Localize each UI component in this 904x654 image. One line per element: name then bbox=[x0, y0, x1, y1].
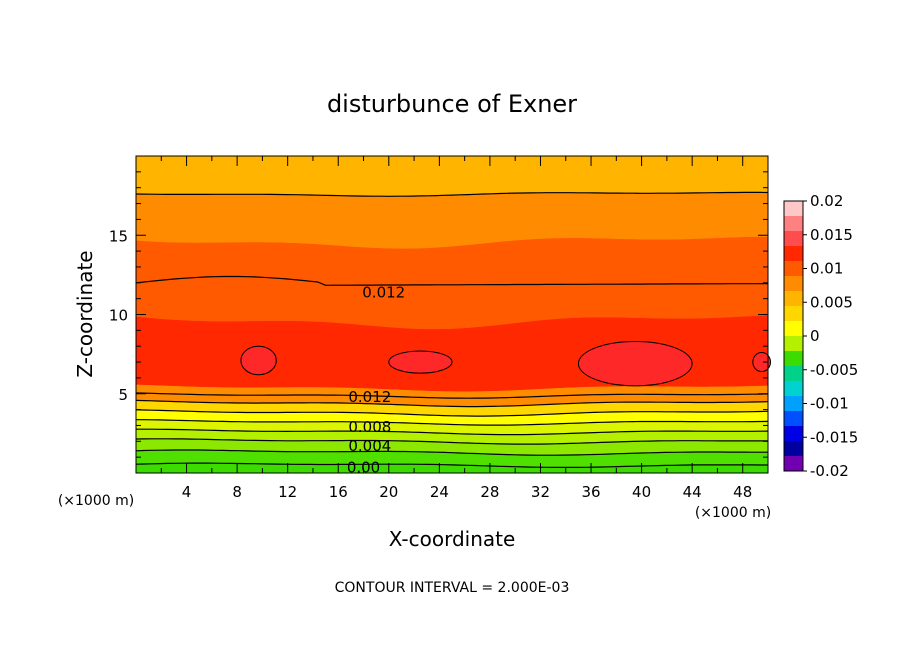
x-tick-label-6: 28 bbox=[480, 483, 499, 501]
contour-line-0 bbox=[135, 462, 768, 468]
colorbar-label-2: 0.01 bbox=[810, 260, 843, 278]
contour-band-9 bbox=[135, 236, 769, 330]
colorbar-label-3: 0.005 bbox=[810, 293, 853, 311]
colorbar-swatch-15 bbox=[784, 426, 803, 442]
x-axis-label: X-coordinate bbox=[389, 527, 516, 551]
x-tick-label-4: 20 bbox=[379, 483, 398, 501]
colorbar-swatch-16 bbox=[784, 441, 803, 457]
max-patch-2 bbox=[577, 340, 693, 387]
colorbar-label-8: -0.02 bbox=[810, 462, 849, 480]
max-patch-1 bbox=[388, 350, 453, 374]
contour-label-3: 0.004 bbox=[348, 437, 391, 455]
contour-line-2 bbox=[135, 438, 768, 445]
colorbar-swatch-4 bbox=[784, 261, 803, 277]
colorbar-swatch-3 bbox=[784, 246, 803, 262]
contour-label-2: 0.008 bbox=[348, 418, 391, 436]
chart-title: disturbunce of Exner bbox=[327, 90, 577, 118]
contour-line-8 bbox=[135, 275, 768, 286]
y-axis-label: Z-coordinate bbox=[73, 250, 97, 377]
colorbar-swatch-2 bbox=[784, 231, 803, 247]
contour-label-0: 0.012 bbox=[362, 283, 405, 301]
colorbar-label-6: -0.01 bbox=[810, 395, 849, 413]
colorbar: 0.02 0.015 0.01 0.005 0 -0.005 -0.01 -0.015 -0.0… bbox=[783, 192, 858, 480]
contour-band-11 bbox=[135, 155, 769, 197]
contour-line-4 bbox=[136, 419, 769, 426]
x-tick-label-10: 44 bbox=[683, 483, 702, 501]
contour-line-9 bbox=[135, 191, 769, 197]
y-tick-label-0: 5 bbox=[118, 386, 128, 404]
contour-label-1: 0.012 bbox=[348, 388, 391, 406]
colorbar-swatch-13 bbox=[784, 396, 803, 412]
contour-line-7 bbox=[135, 392, 769, 399]
colorbar-swatch-7 bbox=[784, 306, 803, 322]
colorbar-swatch-5 bbox=[784, 276, 803, 292]
colorbar-swatch-1 bbox=[784, 216, 803, 232]
colorbar-label-5: -0.005 bbox=[810, 361, 858, 379]
colorbar-swatch-6 bbox=[784, 291, 803, 307]
contour-line-1 bbox=[135, 449, 768, 456]
contour-line-3 bbox=[136, 428, 769, 436]
x-tick-label-0: 4 bbox=[182, 483, 192, 501]
x-unit-right: (×1000 m) bbox=[695, 505, 771, 521]
x-tick-label-7: 32 bbox=[531, 483, 550, 501]
x-tick-label-3: 16 bbox=[329, 483, 348, 501]
contour-line-6 bbox=[135, 399, 769, 408]
max-patch-3 bbox=[752, 352, 772, 373]
colorbar-swatch-14 bbox=[784, 411, 803, 427]
colorbar-swatch-0 bbox=[784, 201, 803, 217]
colorbar-label-1: 0.015 bbox=[810, 226, 853, 244]
contour-fill bbox=[135, 155, 772, 474]
colorbar-swatch-12 bbox=[784, 381, 803, 397]
contour-lines bbox=[135, 191, 769, 468]
x-tick-label-9: 40 bbox=[632, 483, 651, 501]
colorbar-swatch-8 bbox=[784, 321, 803, 337]
x-tick-label-11: 48 bbox=[733, 483, 752, 501]
x-unit-left: (×1000 m) bbox=[58, 493, 134, 509]
colorbar-swatch-10 bbox=[784, 351, 803, 367]
y-tick-label-2: 15 bbox=[109, 227, 128, 245]
colorbar-swatch-9 bbox=[784, 336, 803, 352]
x-tick-label-5: 24 bbox=[430, 483, 449, 501]
contour-interval-note: CONTOUR INTERVAL = 2.000E-03 bbox=[335, 580, 570, 596]
contour-line-5 bbox=[135, 409, 769, 417]
contour-label-4: 0.00 bbox=[347, 458, 380, 476]
y-tick-label-1: 10 bbox=[109, 307, 128, 325]
colorbar-label-4: 0 bbox=[810, 327, 820, 345]
x-tick-label-2: 12 bbox=[278, 483, 297, 501]
x-tick-label-1: 8 bbox=[232, 483, 242, 501]
colorbar-swatch-17 bbox=[784, 456, 803, 472]
x-tick-label-8: 36 bbox=[581, 483, 600, 501]
max-patch-0 bbox=[240, 345, 277, 376]
colorbar-swatch-11 bbox=[784, 366, 803, 382]
colorbar-label-7: -0.015 bbox=[810, 428, 858, 446]
colorbar-label-0: 0.02 bbox=[810, 192, 843, 210]
